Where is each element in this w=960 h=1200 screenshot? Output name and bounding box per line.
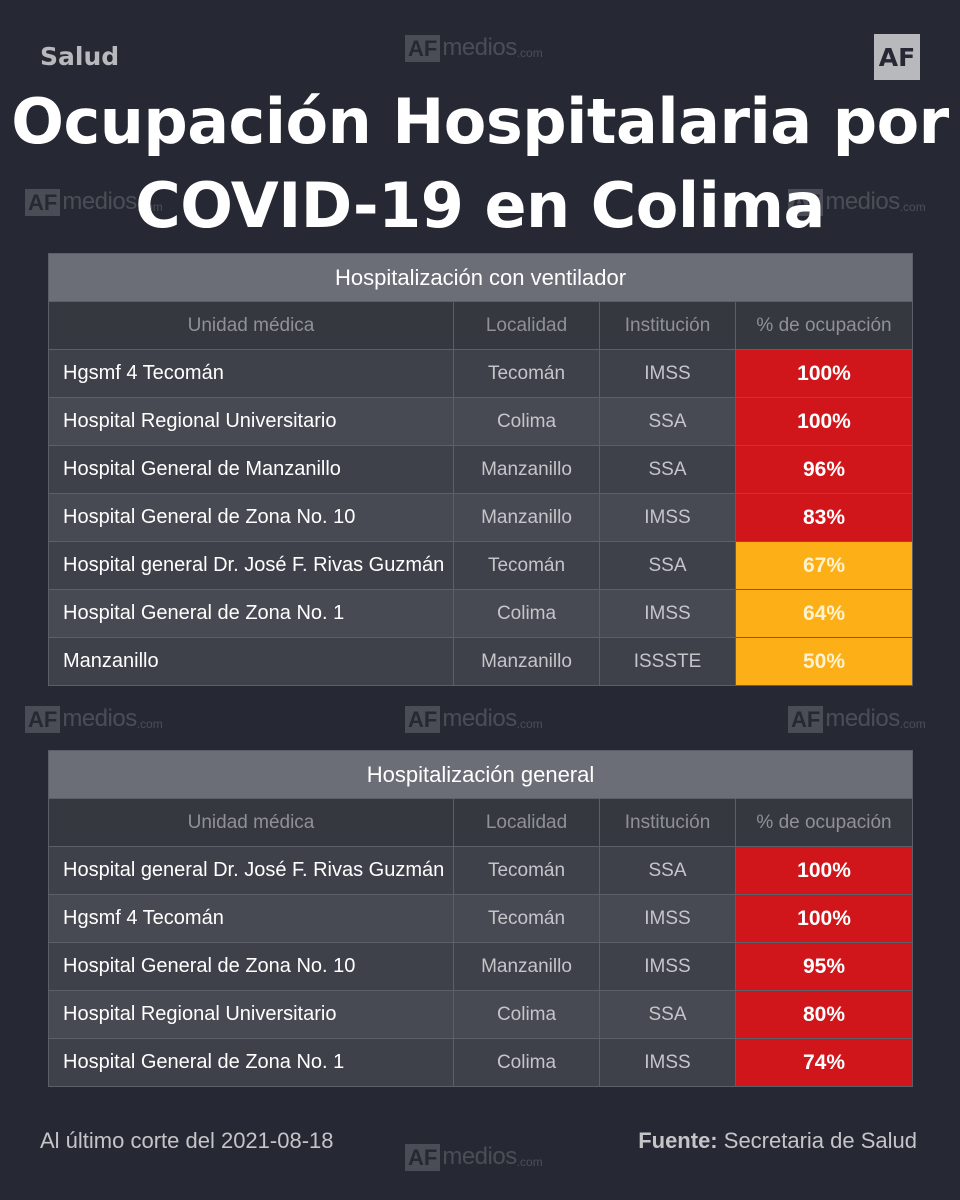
- cell-occupancy: 96%: [735, 445, 913, 494]
- cell-occupancy: 100%: [734, 894, 914, 943]
- column-header-occupancy: % de ocupación: [735, 301, 913, 350]
- cell-unit: Hgsmf 4 Tecomán: [48, 894, 454, 943]
- cell-unit: Hospital Regional Universitario: [48, 397, 454, 446]
- source-value: Secretaria de Salud: [723, 1128, 917, 1153]
- table-row: Hgsmf 4 Tecomán Tecomán IMSS 100%: [48, 349, 913, 398]
- table-row: Hospital Regional Universitario Colima SSA…: [48, 990, 914, 1039]
- cell-locality: Manzanillo: [453, 637, 600, 686]
- cell-locality: Manzanillo: [453, 493, 600, 542]
- table-row: Hospital general Dr. José F. Rivas Guzmá…: [48, 541, 913, 590]
- cell-occupancy: 67%: [735, 541, 913, 590]
- table-row: Manzanillo Manzanillo ISSSTE 50%: [48, 637, 913, 686]
- brand-logo: AF: [874, 34, 920, 80]
- cell-occupancy: 95%: [734, 942, 914, 991]
- table-body: Hospital general Dr. José F. Rivas Guzmá…: [48, 846, 914, 1087]
- cell-occupancy: 100%: [734, 846, 914, 895]
- table-row: Hospital General de Zona No. 1 Colima IMSS…: [48, 1038, 914, 1087]
- cell-locality: Tecomán: [453, 894, 600, 943]
- cell-unit: Hgsmf 4 Tecomán: [48, 349, 454, 398]
- column-header-unit: Unidad médica: [48, 798, 454, 847]
- cutoff-date: Al último corte del 2021-08-18: [40, 1128, 334, 1153]
- cell-institution: SSA: [599, 990, 736, 1039]
- cell-institution: IMSS: [599, 942, 736, 991]
- table-title: Hospitalización general: [47, 750, 914, 799]
- title-line-1: Ocupación Hospitalaria por: [11, 85, 949, 158]
- table-body: Hgsmf 4 Tecomán Tecomán IMSS 100% Hospital R…: [48, 349, 913, 686]
- table-row: Hospital General de Zona No. 10 Manzanill…: [48, 493, 913, 542]
- table-row: Hospital Regional Universitario Colima SSA…: [48, 397, 913, 446]
- cell-locality: Colima: [453, 1038, 600, 1087]
- cell-institution: IMSS: [599, 894, 736, 943]
- table-title: Hospitalización con ventilador: [48, 253, 913, 302]
- watermark: AF medios .com: [788, 705, 926, 733]
- watermark: AF medios .com: [25, 705, 163, 733]
- cell-locality: Colima: [453, 397, 600, 446]
- column-header-institution: Institución: [599, 798, 736, 847]
- cell-unit: Hospital General de Zona No. 1: [48, 1038, 454, 1087]
- table-row: Hospital General de Manzanillo Manzanillo…: [48, 445, 913, 494]
- cell-unit: Hospital Regional Universitario: [48, 990, 454, 1039]
- column-header-unit: Unidad médica: [48, 301, 454, 350]
- cell-occupancy: 64%: [735, 589, 913, 638]
- cell-occupancy: 100%: [735, 349, 913, 398]
- column-header-locality: Localidad: [453, 798, 600, 847]
- source-label: Fuente:: [638, 1128, 718, 1153]
- cell-institution: IMSS: [599, 589, 736, 638]
- cell-institution: SSA: [599, 445, 736, 494]
- table-row: Hospital General de Zona No. 10 Manzanill…: [48, 942, 914, 991]
- cell-unit: Hospital general Dr. José F. Rivas Guzmá…: [48, 846, 454, 895]
- cell-institution: SSA: [599, 397, 736, 446]
- cell-locality: Tecomán: [453, 846, 600, 895]
- column-header-institution: Institución: [599, 301, 736, 350]
- cell-institution: SSA: [599, 541, 736, 590]
- watermark: AF medios .com: [405, 34, 543, 62]
- cell-occupancy: 83%: [735, 493, 913, 542]
- cell-occupancy: 100%: [735, 397, 913, 446]
- title-line-2: COVID-19 en Colima: [135, 169, 825, 242]
- cell-institution: IMSS: [599, 349, 736, 398]
- cell-unit: Hospital General de Zona No. 1: [48, 589, 454, 638]
- cell-occupancy: 80%: [734, 990, 914, 1039]
- page-title: Ocupación Hospitalaria por COVID-19 en C…: [0, 80, 960, 248]
- watermark: AF medios .com: [405, 1143, 543, 1171]
- column-header-locality: Localidad: [453, 301, 600, 350]
- cell-institution: IMSS: [599, 493, 736, 542]
- cell-locality: Tecomán: [453, 349, 600, 398]
- cell-unit: Hospital general Dr. José F. Rivas Guzmá…: [48, 541, 454, 590]
- ventilator-table: Hospitalización con ventilador Unidad mé…: [48, 253, 913, 686]
- table-row: Hospital general Dr. José F. Rivas Guzmá…: [48, 846, 914, 895]
- column-header-occupancy: % de ocupación: [734, 798, 914, 847]
- general-table: Hospitalización general Unidad médica Lo…: [47, 750, 914, 1087]
- cell-unit: Manzanillo: [48, 637, 454, 686]
- cell-occupancy: 74%: [734, 1038, 914, 1087]
- cell-unit: Hospital General de Manzanillo: [48, 445, 454, 494]
- cell-unit: Hospital General de Zona No. 10: [48, 942, 454, 991]
- cell-locality: Colima: [453, 990, 600, 1039]
- watermark: AF medios .com: [405, 705, 543, 733]
- cell-locality: Manzanillo: [453, 445, 600, 494]
- cell-occupancy: 50%: [735, 637, 913, 686]
- cell-institution: SSA: [599, 846, 736, 895]
- section-tag: Salud: [40, 42, 120, 71]
- cell-locality: Colima: [453, 589, 600, 638]
- cell-locality: Manzanillo: [453, 942, 600, 991]
- table-row: Hospital General de Zona No. 1 Colima IMSS…: [48, 589, 913, 638]
- cell-institution: ISSSTE: [599, 637, 736, 686]
- table-row: Hgsmf 4 Tecomán Tecomán IMSS 100%: [48, 894, 914, 943]
- cell-unit: Hospital General de Zona No. 10: [48, 493, 454, 542]
- source-credit: Fuente: Secretaria de Salud: [638, 1128, 917, 1154]
- cell-institution: IMSS: [599, 1038, 736, 1087]
- cell-locality: Tecomán: [453, 541, 600, 590]
